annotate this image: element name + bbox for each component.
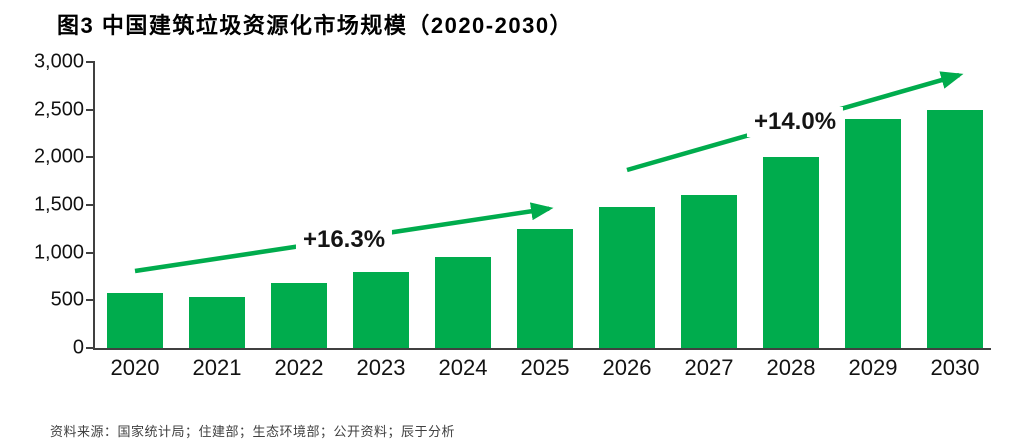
bar-2022 [271, 283, 327, 348]
bar-2023 [353, 272, 409, 348]
bar-2030 [927, 110, 983, 348]
y-axis-label: 0 [72, 336, 84, 359]
x-axis-label-2028: 2028 [766, 355, 816, 380]
x-axis-label-2024: 2024 [438, 355, 488, 380]
y-axis-label: 1,000 [33, 241, 84, 264]
y-axis-tick [86, 347, 93, 349]
chart-title: 图3 中国建筑垃圾资源化市场规模（2020-2030） [57, 13, 574, 38]
bar-2025 [517, 229, 573, 348]
x-axis-line [93, 348, 991, 350]
y-axis-tick [86, 61, 93, 63]
cagr-label-2020-2025: +16.3% [295, 224, 393, 255]
bar-2020 [107, 293, 163, 348]
x-axis-label-2027: 2027 [684, 355, 734, 380]
x-axis-label-2022: 2022 [274, 355, 324, 380]
source-note: 资料来源：国家统计局；住建部；生态环境部；公开资料；辰于分析 [50, 424, 456, 439]
cagr-label-2026-2030: +14.0% [746, 107, 844, 137]
x-axis-label-2026: 2026 [602, 355, 652, 380]
bar-2024 [435, 257, 491, 348]
bar-2028 [763, 157, 819, 348]
bar-2026 [599, 207, 655, 348]
x-axis-label-2021: 2021 [192, 355, 242, 380]
y-axis-label: 3,000 [33, 50, 84, 73]
y-axis-tick [86, 156, 93, 159]
y-axis-tick [86, 251, 93, 254]
x-axis-label-2030: 2030 [930, 355, 980, 380]
y-axis-tick [86, 299, 93, 302]
x-axis-label-2023: 2023 [356, 355, 406, 380]
y-axis-tick [86, 204, 93, 206]
bar-2029 [845, 119, 901, 348]
y-axis-line [93, 61, 95, 350]
y-axis-label: 2,500 [33, 98, 84, 121]
x-axis-label-2020: 2020 [110, 355, 160, 380]
y-axis-label: 1,500 [33, 193, 84, 216]
bar-2027 [681, 195, 737, 348]
y-axis-label: 500 [50, 288, 84, 311]
bar-2021 [189, 297, 245, 348]
x-axis-label-2025: 2025 [520, 355, 570, 380]
y-axis-tick [86, 108, 93, 111]
y-axis-label: 2,000 [33, 145, 84, 168]
x-axis-label-2029: 2029 [848, 355, 898, 380]
